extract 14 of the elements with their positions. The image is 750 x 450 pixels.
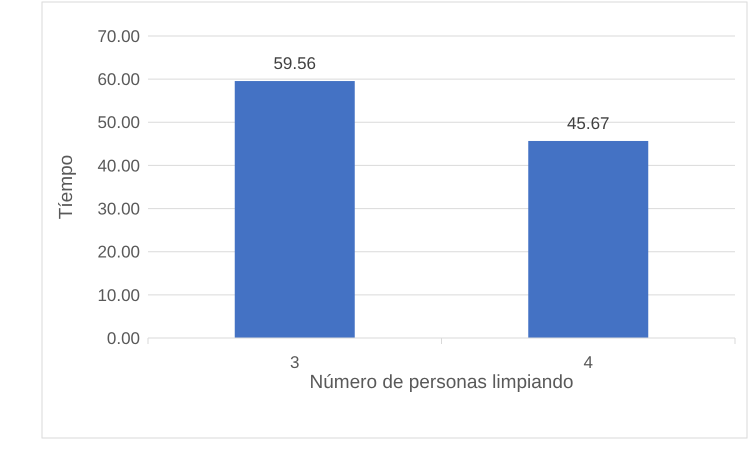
y-tick-label: 70.00 [97,26,140,46]
y-tick-label: 10.00 [97,286,140,305]
y-tick-label: 20.00 [97,242,140,262]
x-axis-title: Número de personas limpiando [309,372,574,393]
y-axis-title: Tíempo [56,154,77,220]
y-tick-label: 30.00 [97,200,140,219]
y-tick-label: 50.00 [97,113,140,132]
x-tick-label: 4 [584,353,593,372]
data-label: 59.56 [273,54,316,74]
y-tick-label: 60.00 [97,70,140,90]
x-tick-label: 3 [290,353,300,372]
data-label: 45.67 [566,114,610,133]
y-tick-label: 40.00 [97,156,140,176]
y-tick-label: 0.00 [106,328,140,348]
